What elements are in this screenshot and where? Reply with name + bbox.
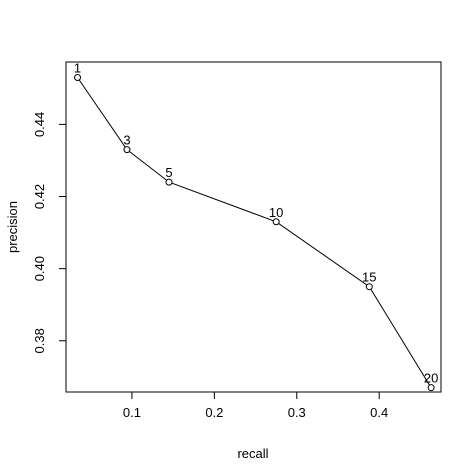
data-point-marker [74, 74, 82, 82]
data-point-label: 5 [165, 165, 172, 180]
data-point-label: 3 [123, 133, 130, 148]
data-point-label: 15 [362, 270, 376, 285]
data-point-marker [427, 384, 435, 392]
data-point-marker [272, 218, 280, 226]
x-axis: 0.1 0.2 0.3 0.4 [123, 392, 388, 420]
y-tick-label: 0.38 [32, 328, 47, 353]
x-tick-label: 0.2 [205, 405, 223, 420]
x-tick-label: 0.1 [123, 405, 141, 420]
data-point-label: 20 [424, 371, 438, 386]
plot-frame [65, 61, 442, 393]
data-point-marker [123, 146, 131, 154]
y-axis-label: precision [5, 201, 20, 253]
data-point-marker [165, 178, 173, 186]
x-tick-label: 0.4 [370, 405, 388, 420]
y-tick-label: 0.44 [32, 112, 47, 137]
data-points: 1 3 5 10 15 20 [74, 61, 438, 392]
series-line [77, 77, 432, 388]
data-point-marker [365, 283, 373, 291]
x-axis-label: recall [237, 446, 268, 461]
y-tick-label: 0.40 [32, 256, 47, 281]
data-point-label: 10 [269, 205, 283, 220]
data-point-label: 1 [74, 61, 81, 76]
y-tick-label: 0.42 [32, 184, 47, 209]
y-axis: 0.38 0.40 0.42 0.44 [32, 112, 66, 353]
x-tick-label: 0.3 [288, 405, 306, 420]
